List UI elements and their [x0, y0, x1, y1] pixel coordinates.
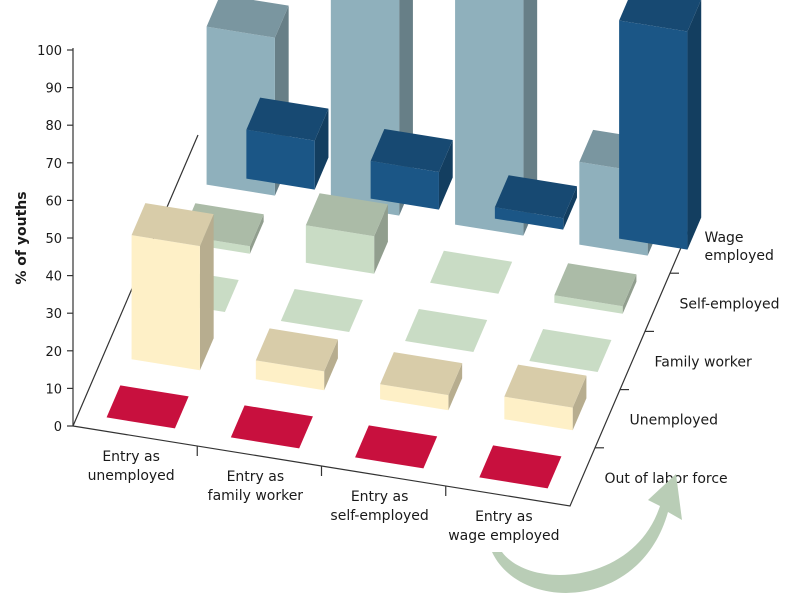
floor-tile [479, 445, 562, 489]
y-tick-label: 60 [45, 194, 62, 209]
floor-tile [106, 385, 189, 429]
series-labels: Out of labor force Unemployed Family worke… [595, 230, 779, 487]
y-tick-label: 90 [45, 82, 62, 97]
bar [246, 97, 329, 190]
y-tick-label: 30 [45, 307, 62, 322]
y-tick-label: 80 [45, 119, 62, 134]
y-tick-label: 0 [54, 420, 62, 435]
bars [106, 0, 702, 489]
bar [380, 352, 463, 411]
series-label: Self-employed [680, 296, 780, 312]
y-tick-label: 50 [45, 232, 62, 247]
y-axis-ticks: 0 10 20 30 40 50 60 70 80 90 100 [37, 44, 73, 435]
bar [370, 128, 453, 210]
bar [504, 364, 587, 431]
y-tick-label: 20 [45, 345, 62, 360]
category-label: Entry as wage employed [448, 509, 559, 544]
y-axis-title: % of youths [14, 191, 30, 284]
floor-tile [230, 405, 313, 449]
y-tick-label: 70 [45, 157, 62, 172]
floor-tile [355, 425, 438, 469]
bar [494, 175, 577, 230]
series-label: Wage employed [705, 230, 774, 264]
bar [131, 203, 214, 371]
floor-tile [405, 308, 488, 353]
category-label: Entry as family worker [208, 469, 304, 504]
category-label: Entry as self-employed [330, 489, 428, 524]
floor-axis [72, 214, 696, 507]
bar [255, 328, 338, 391]
category-label: Entry as unemployed [88, 449, 175, 484]
curved-arrow-icon [492, 474, 682, 593]
bar [455, 0, 538, 236]
category-labels: Entry as unemployed Entry as family worker E… [88, 446, 560, 544]
series-label: Unemployed [630, 413, 719, 429]
bar [554, 263, 637, 314]
floor-tile [430, 250, 513, 294]
y-tick-label: 40 [45, 270, 62, 285]
bar [305, 193, 388, 274]
floor-tile [280, 288, 363, 333]
bar [619, 0, 702, 250]
y-tick-label: 10 [45, 382, 62, 397]
floor-tile [529, 328, 612, 373]
y-tick-label: 100 [37, 44, 62, 59]
series-label: Out of labor force [605, 471, 728, 487]
series-label: Family worker [655, 355, 752, 371]
